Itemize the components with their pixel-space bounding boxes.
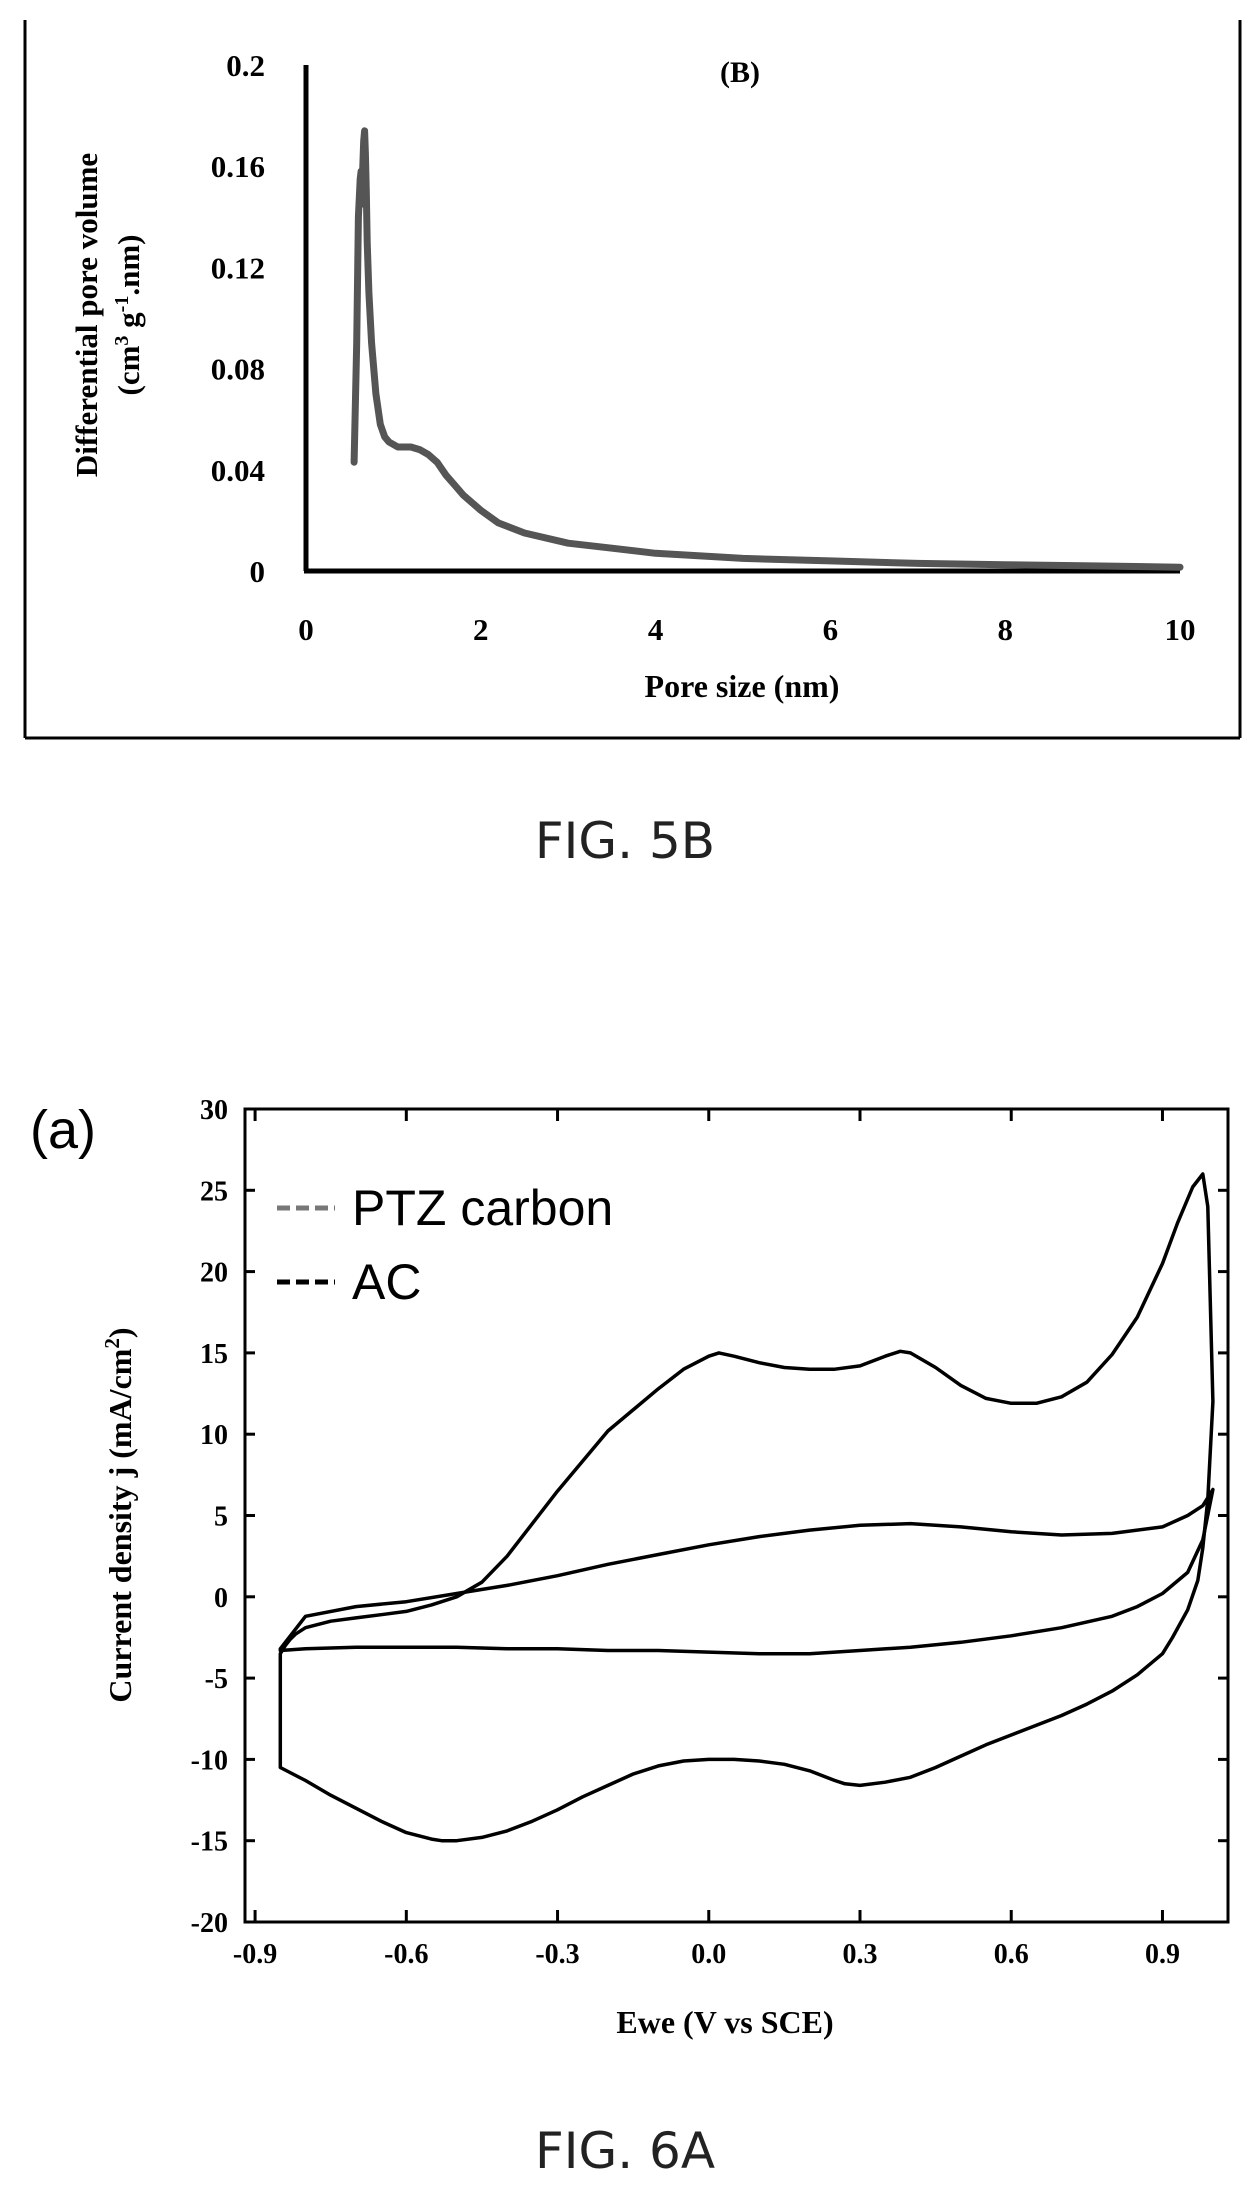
fig5b-y-tick-label: 0.16 [211, 149, 265, 184]
fig5b-y-axis-label: Differential pore volume (cm3 g-1.nm) [69, 153, 146, 477]
fig5b-caption: FIG. 5B [535, 812, 715, 870]
fig5b-panel-label: (B) [720, 56, 760, 89]
fig6a-y-tick-label: -20 [191, 1908, 228, 1939]
figure-6a: -20 -15 -10 -5 0 5 10 15 20 25 30 -0.9 -0.6 -0.3 0.0 0… [30, 1095, 1230, 2040]
fig5b-y-tick-label: 0.12 [211, 250, 265, 285]
fig6a-y-tick-label: 10 [200, 1420, 228, 1451]
fig6a-legend: PTZ carbon AC [277, 1180, 613, 1310]
fig6a-y-tick-labels: -20 -15 -10 -5 0 5 10 15 20 25 30 [191, 1095, 228, 1939]
fig6a-x-tick-label: 0.9 [1145, 1939, 1180, 1970]
fig6a-x-tick-label: 0.6 [994, 1939, 1029, 1970]
fig6a-x-axis-label: Ewe (V vs SCE) [616, 2004, 833, 2040]
fig6a-y-tick-label: 25 [200, 1176, 228, 1207]
fig6a-y-tick-label: -5 [205, 1664, 228, 1695]
fig6a-x-tick-label: -0.3 [535, 1939, 579, 1970]
fig6a-y-axis-label: Current density j (mA/cm2) [100, 1327, 138, 1702]
legend-ac-label: AC [352, 1254, 421, 1310]
fig5b-y-tick-labels: 0 0.04 0.08 0.12 0.16 0.2 [211, 48, 265, 589]
fig6a-y-tick-label: 5 [214, 1502, 228, 1533]
fig5b-y-axis-label-line2: (cm3 g-1.nm) [111, 235, 146, 396]
fig6a-x-tick-label: 0.3 [843, 1939, 878, 1970]
fig5b-y-axis-label-line1: Differential pore volume [69, 153, 104, 477]
fig6a-caption: FIG. 6A [535, 2122, 715, 2180]
fig6a-y-tick-label: -15 [191, 1827, 228, 1858]
fig6a-series-ac [278, 1487, 1215, 1656]
fig5b-series-line [350, 127, 1184, 571]
fig5b-x-tick-label: 2 [473, 612, 489, 647]
fig5b-x-axis-label: Pore size (nm) [645, 668, 840, 704]
fig5b-y-tick-label: 0.08 [211, 352, 265, 387]
fig6a-y-tick-label: 20 [200, 1258, 228, 1289]
fig5b-x-tick-label: 8 [997, 612, 1013, 647]
figure-5b: 0 0.04 0.08 0.12 0.16 0.2 0 2 4 6 8 10 (B) Pore si… [23, 20, 1242, 740]
fig5b-x-tick-label: 0 [298, 612, 314, 647]
fig6a-x-tick-label: 0.0 [691, 1939, 726, 1970]
fig6a-x-tick-label: -0.6 [384, 1939, 428, 1970]
fig5b-x-tick-label: 4 [648, 612, 664, 647]
fig5b-x-tick-label: 10 [1165, 612, 1196, 647]
fig5b-y-tick-label: 0 [250, 554, 266, 589]
fig5b-x-tick-label: 6 [823, 612, 839, 647]
fig6a-y-tick-label: 15 [200, 1339, 228, 1370]
fig6a-y-tick-label: -10 [191, 1745, 228, 1776]
fig5b-y-tick-label: 0.2 [226, 48, 265, 83]
legend-ptz-carbon-label: PTZ carbon [352, 1180, 613, 1236]
fig6a-x-tick-labels: -0.9 -0.6 -0.3 0.0 0.3 0.6 0.9 [233, 1939, 1180, 1970]
fig6a-panel-label: (a) [30, 1100, 96, 1160]
fig5b-x-tick-labels: 0 2 4 6 8 10 [298, 612, 1195, 647]
fig6a-x-tick-label: -0.9 [233, 1939, 277, 1970]
fig5b-y-tick-label: 0.04 [211, 453, 265, 488]
fig6a-y-tick-label: 30 [200, 1095, 228, 1126]
fig6a-y-tick-label: 0 [214, 1583, 228, 1614]
